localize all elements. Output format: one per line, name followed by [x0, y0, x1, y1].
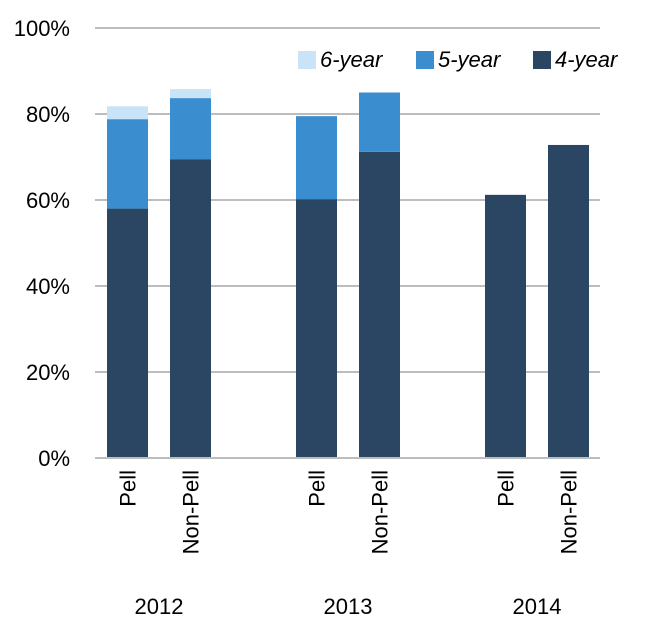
category-label: Pell — [116, 470, 141, 507]
category-label: Non-Pell — [368, 470, 393, 554]
group-label: 2012 — [135, 594, 184, 619]
bar-segment-4-year — [359, 151, 400, 458]
bar-segment-4-year — [548, 144, 589, 458]
y-tick-label: 40% — [26, 274, 70, 299]
bar-segment-5-year — [170, 98, 211, 160]
bar-segment-5-year — [296, 116, 337, 200]
y-tick-label: 100% — [14, 16, 70, 41]
bar-segment-4-year — [170, 159, 211, 458]
bar-segment-5-year — [359, 92, 400, 152]
legend-swatch — [416, 51, 434, 69]
legend-label: 5-year — [438, 47, 502, 72]
legend-swatch — [533, 51, 551, 69]
y-tick-label: 60% — [26, 188, 70, 213]
legend-label: 4-year — [555, 47, 619, 72]
legend-swatch — [298, 51, 316, 69]
legend: 6-year 5-year 4-year — [298, 47, 619, 72]
bars — [107, 89, 589, 458]
legend-label: 6-year — [320, 47, 384, 72]
bar-segment-4-year — [485, 194, 526, 458]
bar-segment-5-year — [107, 119, 148, 209]
category-label: Pell — [494, 470, 519, 507]
y-tick-label: 80% — [26, 102, 70, 127]
bar-segment-4-year — [296, 199, 337, 458]
group-label: 2013 — [324, 594, 373, 619]
bar-segment-6-year — [107, 106, 148, 120]
category-label: Non-Pell — [557, 470, 582, 554]
group-label: 2014 — [513, 594, 562, 619]
y-tick-label: 20% — [26, 360, 70, 385]
category-label: Pell — [305, 470, 330, 507]
axes: 0% 20% 40% 60% 80% 100% Pell Non-Pell Pell Non-Pe… — [14, 16, 600, 619]
bar-segment-6-year — [170, 89, 211, 99]
category-label: Non-Pell — [179, 470, 204, 554]
y-tick-label: 0% — [38, 446, 70, 471]
bar-segment-4-year — [107, 208, 148, 458]
